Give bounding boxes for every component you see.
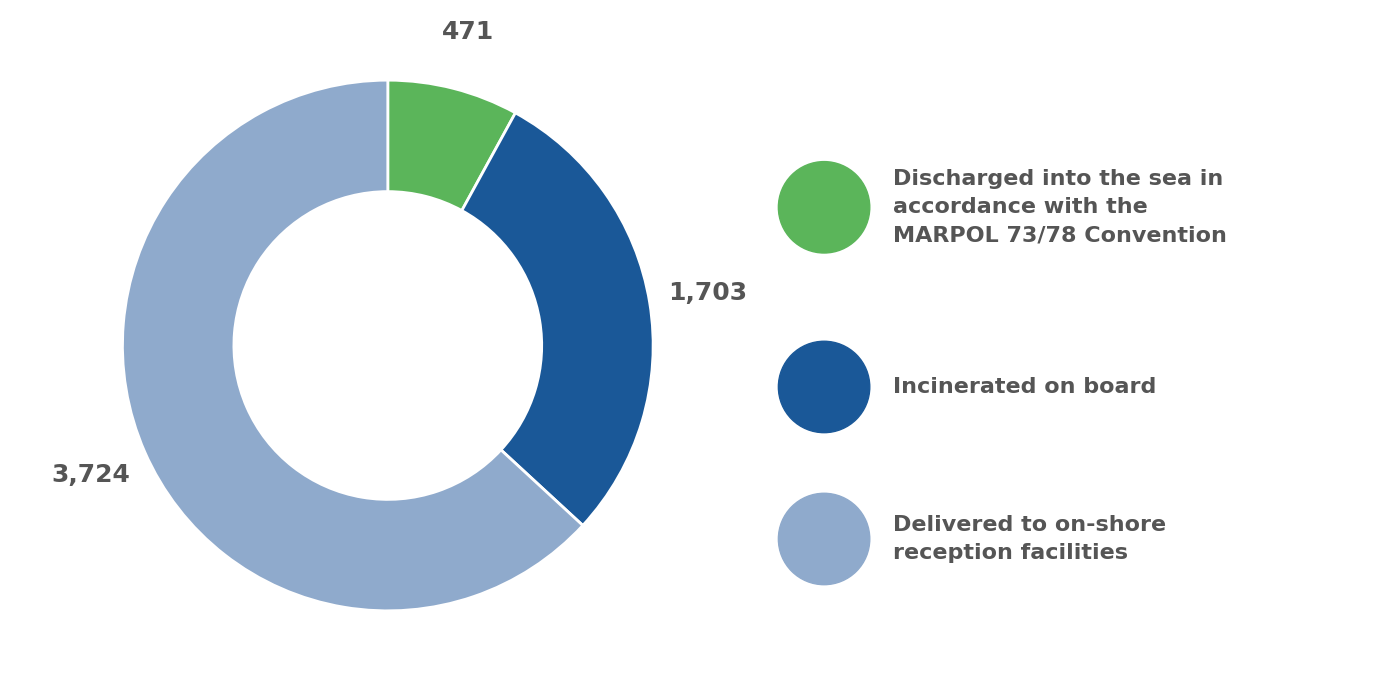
- Wedge shape: [461, 113, 654, 525]
- Text: Incinerated on board: Incinerated on board: [893, 377, 1156, 397]
- Text: Delivered to on-shore
reception facilities: Delivered to on-shore reception faciliti…: [893, 515, 1166, 563]
- Text: 3,724: 3,724: [51, 464, 130, 487]
- Text: 1,703: 1,703: [668, 281, 747, 305]
- Wedge shape: [388, 80, 515, 211]
- Text: 471: 471: [442, 20, 494, 44]
- Text: Discharged into the sea in
accordance with the
MARPOL 73/78 Convention: Discharged into the sea in accordance wi…: [893, 169, 1227, 245]
- Wedge shape: [122, 80, 583, 611]
